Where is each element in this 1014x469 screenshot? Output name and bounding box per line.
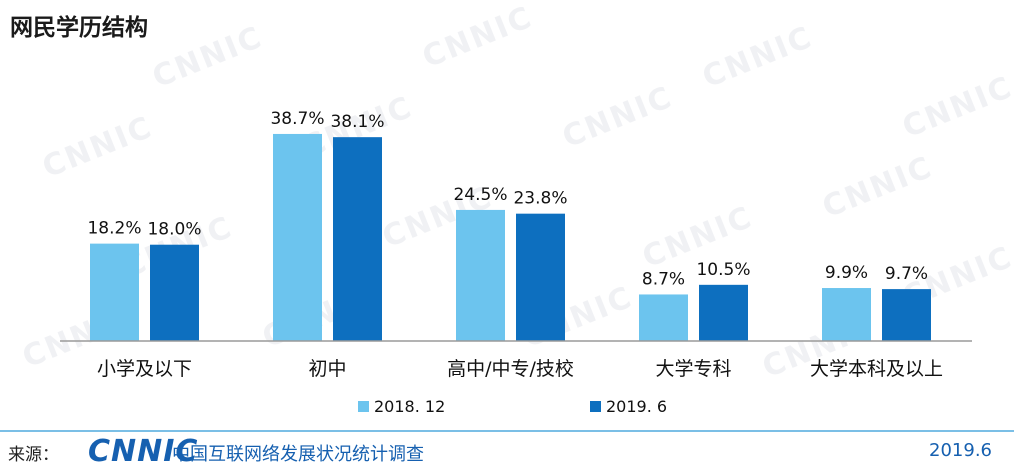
report-date: 2019.6 [929, 440, 992, 461]
bar-series1-3 [639, 294, 688, 341]
category-label: 初中 [308, 358, 346, 380]
value-label: 23.8% [513, 189, 567, 209]
bar-series2-2 [516, 213, 565, 341]
bar-series2-1 [333, 137, 382, 341]
value-label: 9.7% [885, 264, 928, 284]
source-label: 来源： [8, 445, 59, 465]
survey-title: 中国互联网络发展状况统计调查 [172, 444, 424, 465]
category-label: 小学及以下 [97, 358, 192, 380]
chart-title: 网民学历结构 [10, 14, 148, 41]
value-label: 38.7% [270, 109, 324, 129]
legend-label: 2018. 12 [374, 397, 445, 416]
bar-series1-4 [822, 288, 871, 341]
value-label: 18.2% [87, 219, 141, 239]
value-label: 9.9% [825, 263, 868, 283]
bar-series1-1 [273, 133, 322, 341]
bar-series2-0 [150, 244, 199, 341]
category-label: 大学专科 [655, 358, 731, 380]
bar-series1-2 [456, 209, 505, 341]
bar-series2-4 [882, 289, 931, 341]
legend-swatch [358, 401, 369, 412]
category-label: 高中/中专/技校 [447, 358, 574, 380]
value-label: 38.1% [330, 112, 384, 132]
value-label: 24.5% [453, 185, 507, 205]
footer-divider [0, 430, 1014, 432]
footer: 来源： CNNIC 中国互联网络发展状况统计调查 2019.6 [0, 434, 1014, 469]
value-label: 10.5% [696, 260, 750, 280]
legend-label: 2019. 6 [606, 397, 667, 416]
bar-series1-0 [90, 243, 139, 341]
cnnic-logo: CNNIC [88, 434, 199, 469]
bar-series2-3 [699, 284, 748, 341]
value-label: 18.0% [147, 220, 201, 240]
value-label: 8.7% [642, 269, 685, 289]
category-label: 大学本科及以上 [810, 358, 943, 380]
bar-chart: 18.2% 18.0% 小学及以下 38.7% 38.1% 初中 24.5% 23.8% 高中/… [60, 109, 972, 416]
legend-swatch [590, 401, 601, 412]
